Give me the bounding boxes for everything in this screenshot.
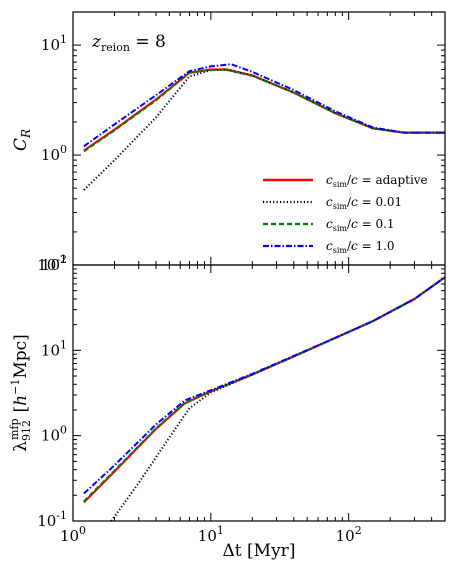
x-axis-label: Δt [Myr] bbox=[223, 541, 296, 561]
bottom-y-tick-labels: 10-1 100 101 102 bbox=[37, 253, 67, 530]
legend-entry: csim/c = 0.1 bbox=[263, 217, 395, 233]
y-axis-label-bottom: λ912mfp[h−1Mpc] bbox=[8, 334, 33, 452]
legend: csim/c = adaptive csim/c = 0.01 csim/c = 0… bbox=[263, 173, 428, 255]
x-tick-label: 102 bbox=[336, 524, 362, 545]
y-tick-label: 101 bbox=[41, 338, 67, 359]
axis-labels: Δt [Myr] CR λ912mfp[h−1Mpc] zreion = 8 bbox=[8, 32, 295, 561]
y-tick-label: 10-1 bbox=[37, 509, 67, 530]
series-line-dotted bbox=[110, 276, 446, 522]
legend-label: csim/c = 0.1 bbox=[326, 217, 395, 233]
y-axis-label-top: CR bbox=[11, 129, 33, 151]
legend-entry: csim/c = 0.01 bbox=[263, 195, 402, 211]
bottom-ticks bbox=[72, 264, 446, 522]
annotation-zreion: zreion = 8 bbox=[91, 32, 166, 54]
bottom-series bbox=[83, 276, 446, 522]
top-series bbox=[83, 63, 445, 191]
legend-label: csim/c = 1.0 bbox=[326, 239, 395, 255]
y-tick-label: 102 bbox=[41, 253, 67, 274]
series-line-dashdot bbox=[83, 63, 445, 148]
legend-label: csim/c = adaptive bbox=[326, 173, 428, 189]
legend-entry: csim/c = 1.0 bbox=[263, 239, 395, 255]
series-line-dashed bbox=[83, 68, 445, 153]
bottom-plot-frame bbox=[72, 264, 446, 522]
legend-entry: csim/c = adaptive bbox=[263, 173, 428, 189]
x-tick-label: 100 bbox=[60, 524, 86, 545]
x-tick-labels: 100 101 102 bbox=[60, 524, 362, 545]
y-tick-label: 101 bbox=[41, 33, 67, 54]
series-line-dotted bbox=[83, 68, 445, 191]
y-tick-label: 100 bbox=[41, 424, 67, 445]
y-tick-label: 10-1 bbox=[37, 253, 67, 274]
legend-label: csim/c = 0.01 bbox=[326, 195, 402, 211]
series-line-dashdot bbox=[83, 276, 446, 495]
top-y-tick-labels: 10-1 100 101 bbox=[37, 33, 67, 274]
x-tick-label: 101 bbox=[198, 524, 224, 545]
y-tick-label: 100 bbox=[41, 143, 67, 164]
